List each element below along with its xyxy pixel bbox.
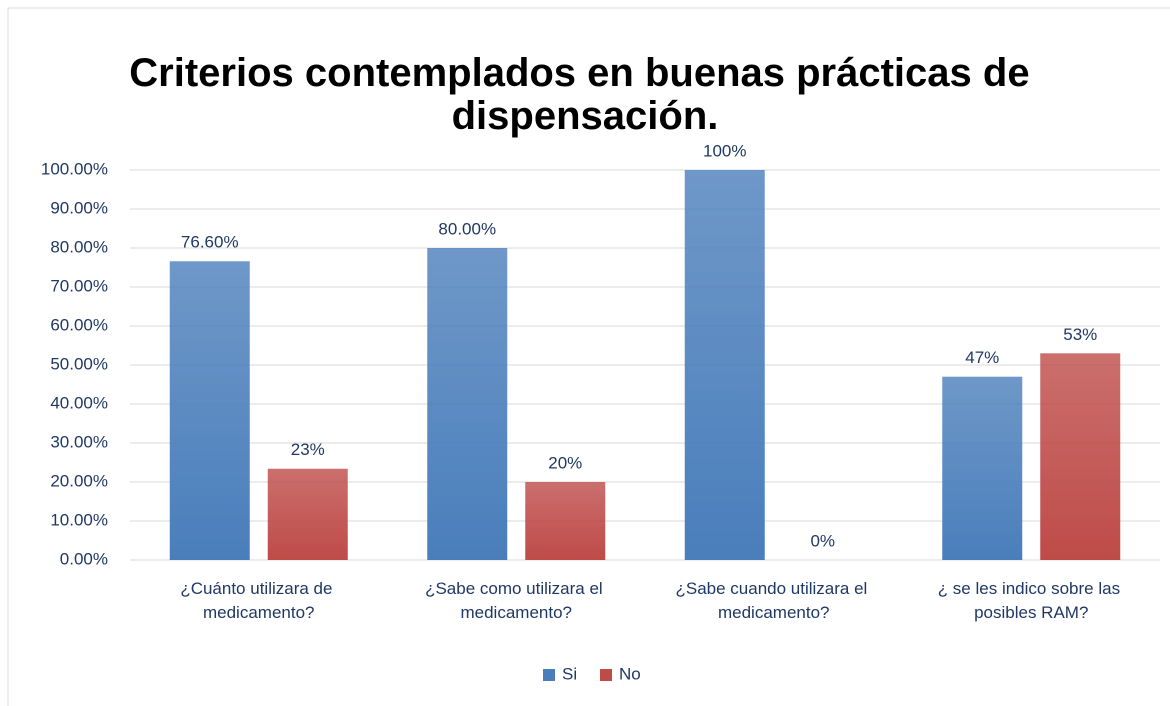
data-label: 76.60%	[181, 233, 239, 252]
y-tick-label: 20.00%	[50, 471, 108, 490]
data-label: 23%	[291, 440, 325, 459]
y-tick-label: 40.00%	[50, 393, 108, 412]
bar	[427, 248, 508, 560]
data-label: 20%	[548, 453, 582, 472]
x-tick-label: ¿Sabe como utilizara el medicamento?	[425, 579, 607, 622]
legend-label: No	[619, 664, 641, 683]
data-label: 0%	[810, 531, 835, 550]
x-tick-label: ¿ se les indico sobre las posibles RAM?	[938, 579, 1125, 622]
bar	[169, 261, 250, 560]
legend-swatch	[543, 669, 555, 681]
y-tick-label: 60.00%	[50, 315, 108, 334]
bar	[267, 468, 348, 560]
data-label: 100%	[703, 141, 746, 160]
chart-border	[7, 7, 1170, 706]
y-tick-label: 50.00%	[50, 354, 108, 373]
bar	[942, 376, 1023, 560]
bar	[684, 170, 765, 560]
y-tick-label: 0.00%	[60, 549, 108, 568]
y-tick-label: 100.00%	[41, 159, 108, 178]
y-tick-label: 10.00%	[50, 510, 108, 529]
data-label: 53%	[1063, 325, 1097, 344]
legend-swatch	[600, 669, 612, 681]
y-tick-label: 90.00%	[50, 198, 108, 217]
bar	[525, 482, 606, 560]
chart-title: Criterios contemplados en buenas práctic…	[129, 51, 1040, 138]
data-label: 80.00%	[438, 219, 496, 238]
x-tick-label: ¿Cuánto utilizara de medicamento?	[180, 579, 337, 622]
data-label: 47%	[965, 348, 999, 367]
y-tick-label: 70.00%	[50, 276, 108, 295]
legend-label: Si	[562, 664, 577, 683]
y-tick-label: 30.00%	[50, 432, 108, 451]
bar	[1040, 353, 1121, 560]
x-tick-label: ¿Sabe cuando utilizara el medicamento?	[675, 579, 872, 622]
y-tick-label: 80.00%	[50, 237, 108, 256]
